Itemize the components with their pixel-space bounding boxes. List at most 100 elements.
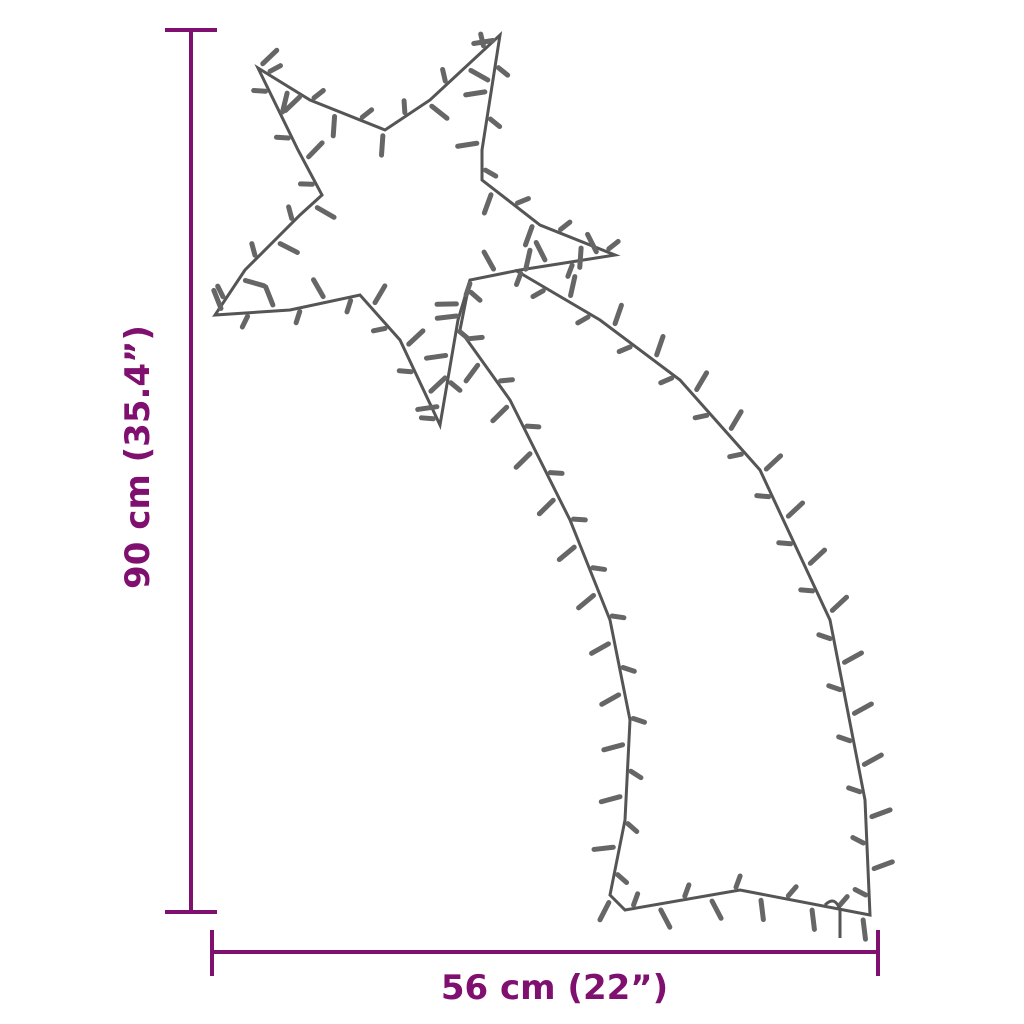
led-bulb	[590, 565, 608, 572]
led-bulb	[785, 884, 799, 899]
height-dimension-line	[165, 28, 217, 914]
led-bulb	[785, 500, 806, 519]
led-bulb	[463, 281, 473, 298]
led-bulb	[601, 742, 626, 753]
led-bulb	[576, 592, 597, 611]
led-bulb	[625, 821, 640, 834]
led-bulb	[615, 872, 630, 885]
led-bulb	[273, 134, 291, 141]
led-bulb	[428, 375, 448, 394]
led-bulb	[631, 891, 641, 908]
led-bulb	[310, 277, 326, 300]
led-bulb	[455, 140, 480, 149]
led-bulb	[807, 547, 828, 566]
led-bulb	[846, 785, 863, 795]
led-bulb	[490, 404, 510, 424]
led-bulb	[575, 314, 591, 326]
led-bulb	[277, 241, 300, 255]
led-bulb	[568, 274, 578, 299]
led-bulb	[251, 87, 269, 94]
led-bulb	[513, 451, 533, 470]
led-bulb	[495, 65, 511, 78]
led-bulb	[577, 245, 584, 270]
led-bulb	[733, 873, 743, 890]
led-bulb	[260, 47, 280, 67]
led-bulb	[522, 224, 535, 248]
led-bulb	[467, 334, 485, 342]
led-bulb	[682, 882, 692, 899]
led-bulb	[558, 219, 573, 232]
led-bulb	[616, 344, 633, 355]
led-bulb	[482, 167, 499, 179]
led-bulb	[481, 249, 497, 272]
led-bulb	[547, 470, 565, 476]
led-bulb	[481, 192, 494, 216]
led-bulb	[658, 375, 675, 386]
led-bulb	[556, 544, 577, 563]
led-bulb	[211, 287, 224, 311]
led-bulb	[514, 196, 531, 206]
led-bulb	[239, 313, 251, 330]
led-bulb	[215, 283, 226, 300]
led-bulb	[606, 238, 621, 252]
led-bulb	[871, 859, 895, 872]
led-bulb	[370, 325, 388, 334]
led-bulb	[809, 907, 817, 932]
led-bulbs	[211, 31, 895, 942]
led-bulb	[524, 423, 542, 430]
led-bulb	[692, 412, 710, 421]
led-bulb	[612, 302, 624, 327]
led-bulb	[860, 917, 868, 942]
led-bulb	[423, 352, 449, 361]
led-bulb	[487, 116, 503, 130]
led-bulb	[836, 734, 853, 744]
led-bulb	[851, 701, 874, 716]
led-bulb	[418, 415, 436, 422]
led-bulb	[798, 587, 816, 594]
led-bulb	[293, 308, 303, 326]
led-bulb	[609, 613, 627, 621]
led-bulb	[816, 632, 833, 642]
led-bulb	[286, 204, 295, 221]
led-bulb	[401, 98, 408, 116]
led-bulb	[530, 288, 546, 300]
led-bulb	[709, 898, 724, 921]
led-bulb	[599, 692, 622, 707]
led-bulb	[468, 289, 483, 303]
led-bulb	[396, 368, 414, 375]
led-bulb	[570, 516, 588, 523]
led-bulb	[850, 835, 866, 846]
led-bulb	[630, 715, 648, 725]
led-bulb	[263, 284, 276, 308]
led-bulb	[306, 140, 325, 160]
led-bulb	[585, 231, 599, 255]
led-bulb	[406, 328, 426, 347]
led-bulb	[536, 497, 556, 517]
led-bulb	[776, 540, 794, 547]
led-bulb	[728, 409, 744, 431]
led-bulb	[758, 897, 766, 923]
led-bulb	[311, 87, 326, 101]
led-bulb	[372, 283, 388, 306]
led-bulb	[498, 377, 515, 384]
width-dimension-line	[210, 930, 880, 976]
led-bulb	[620, 664, 637, 674]
led-bulb	[727, 451, 744, 460]
width-label: 56 cm (22”)	[440, 968, 669, 1008]
led-bulb	[448, 380, 463, 393]
led-bulb	[826, 683, 843, 693]
led-bulb	[628, 768, 644, 781]
led-bulb	[344, 298, 354, 315]
power-cable	[823, 899, 842, 938]
led-bulb	[434, 313, 460, 321]
led-bulb	[861, 752, 884, 767]
led-bulb	[654, 333, 666, 358]
led-bulb	[330, 113, 338, 139]
led-bulb	[280, 90, 290, 115]
led-bulb	[249, 241, 258, 258]
led-bulb	[591, 844, 616, 852]
led-bulb	[415, 404, 440, 412]
comet-tail-outline	[458, 268, 872, 917]
led-bulb	[379, 133, 386, 158]
